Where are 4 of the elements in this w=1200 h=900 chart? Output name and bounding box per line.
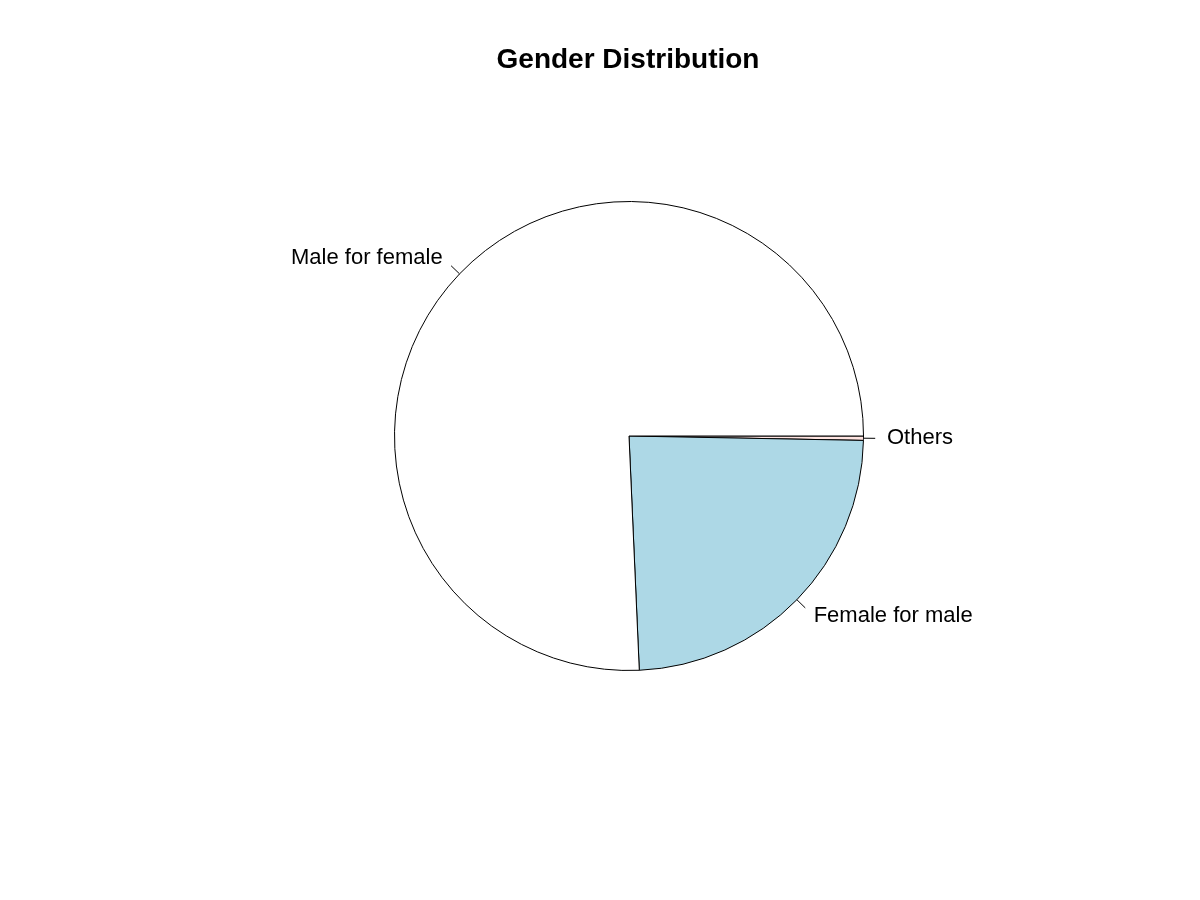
slice-label: Female for male [813, 602, 973, 628]
slice-label: Male for female [291, 243, 443, 269]
chart-title: Gender Distribution [496, 42, 760, 74]
slice-label: Others [886, 424, 953, 450]
